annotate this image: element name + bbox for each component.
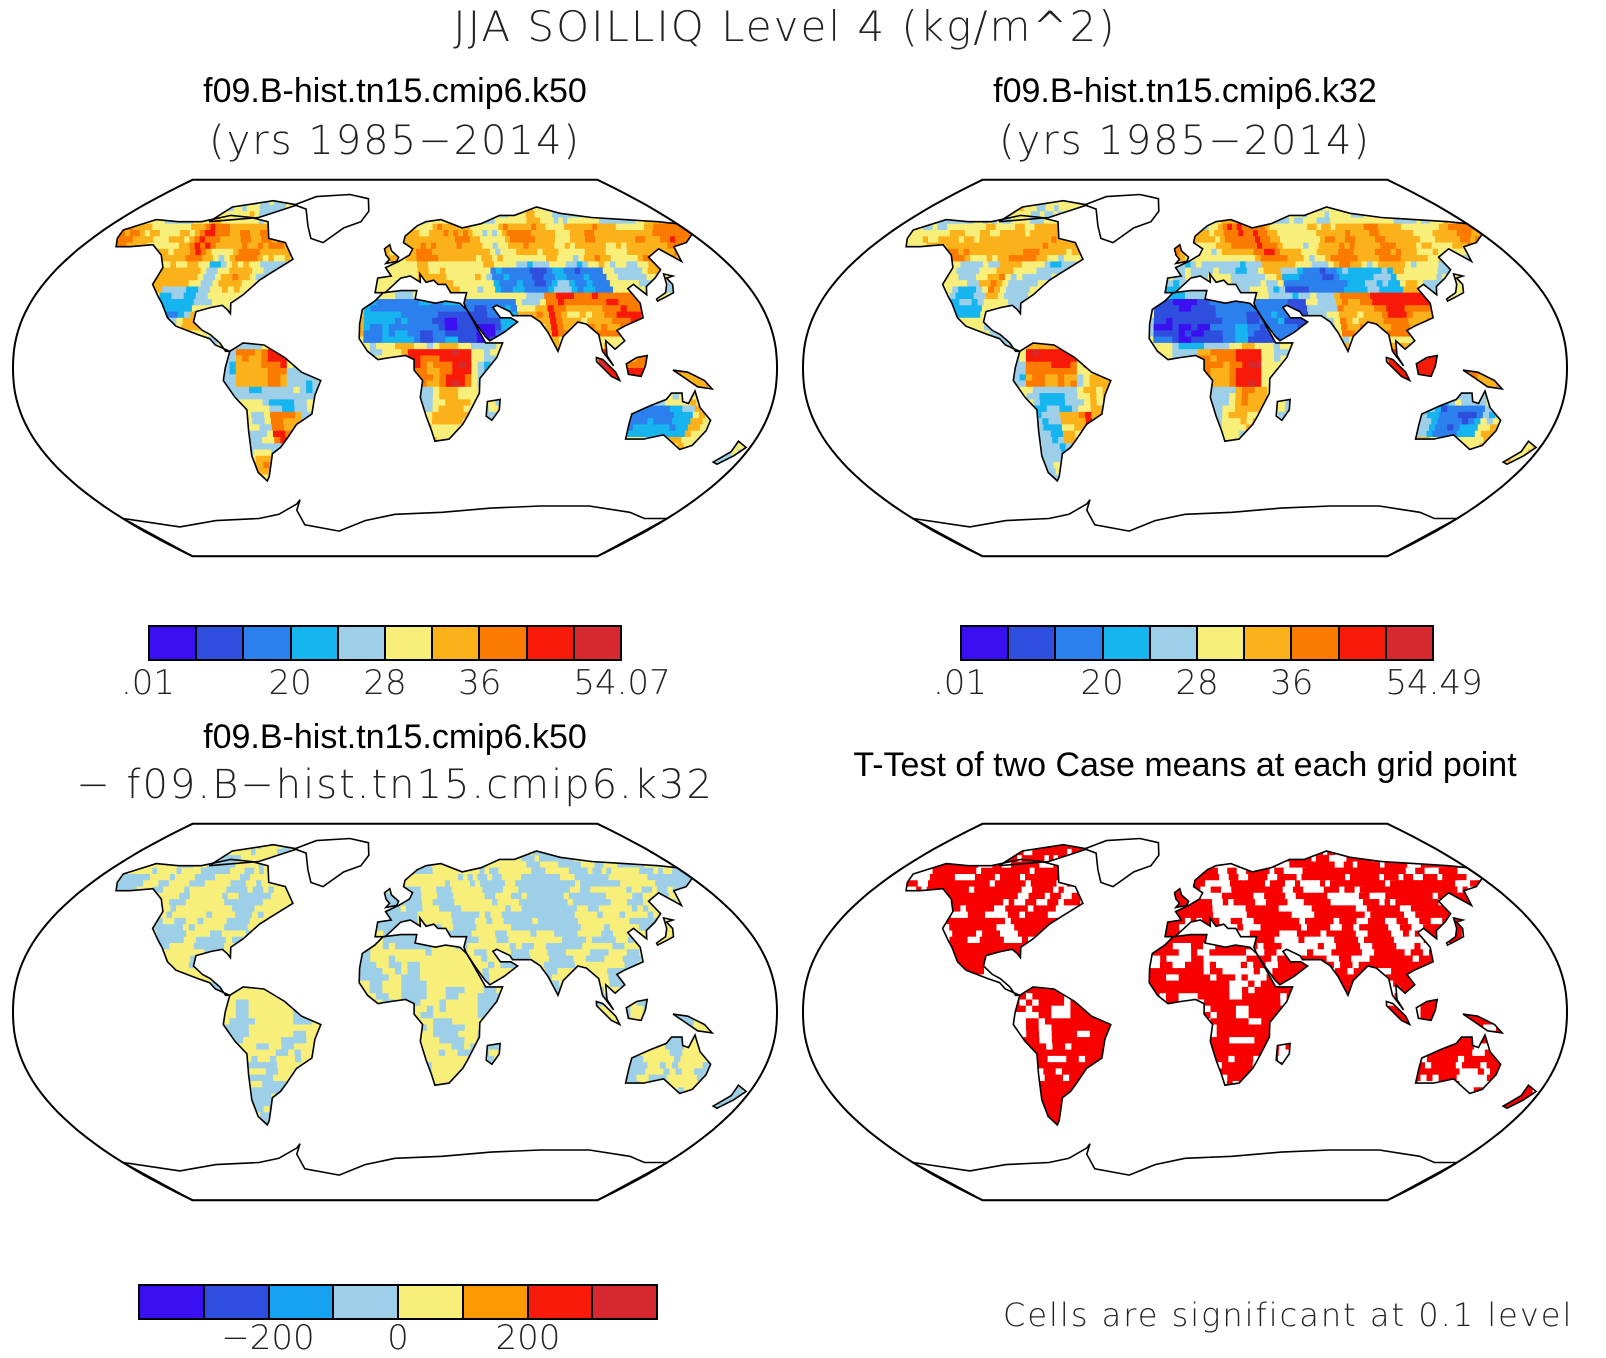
colorbar-swatch: [529, 1286, 594, 1318]
colorbar-tick-label: 20: [1081, 663, 1124, 703]
panel-k32-title: f09.B-hist.tn15.cmip6.k32: [993, 72, 1377, 111]
map-diff: [5, 812, 785, 1212]
colorbar-swatch: [464, 1286, 529, 1318]
colorbar-swatch: [140, 1286, 205, 1318]
colorbar-swatch: [1292, 627, 1339, 659]
colorbar-tick-label: .01: [121, 663, 175, 703]
main-title: JJA SOILLIQ Level 4 (kg/m^2): [453, 2, 1116, 51]
colorbar-tick-label: −200: [221, 1318, 314, 1358]
colorbar-swatch: [1009, 627, 1056, 659]
colorbar-swatch: [334, 1286, 399, 1318]
colorbar-swatch: [339, 627, 386, 659]
colorbar-tick-label: 36: [1270, 663, 1313, 703]
colorbar-tick-label: 28: [363, 663, 406, 703]
colorbar-swatch: [1387, 627, 1432, 659]
colorbar-swatch: [1340, 627, 1387, 659]
map-ttest: [795, 812, 1575, 1212]
panel-diff-subtitle: − f09.B−hist.tn15.cmip6.k32: [76, 762, 714, 808]
panel-k32-subtitle: (yrs 1985−2014): [999, 118, 1371, 164]
colorbar-diff: [138, 1284, 658, 1320]
colorbar-swatch: [575, 627, 620, 659]
colorbar-tick-label: 28: [1175, 663, 1218, 703]
colorbar-swatch: [197, 627, 244, 659]
colorbar-tick-label: 20: [269, 663, 312, 703]
map-k50: [5, 168, 785, 568]
panel-ttest-title: T-Test of two Case means at each grid po…: [853, 746, 1516, 785]
colorbar-swatch: [270, 1286, 335, 1318]
colorbar-swatch: [150, 627, 197, 659]
colorbar-swatch: [292, 627, 339, 659]
colorbar-swatch: [1151, 627, 1198, 659]
colorbar-swatch: [593, 1286, 656, 1318]
map-k32: [795, 168, 1575, 568]
colorbar-swatch: [962, 627, 1009, 659]
colorbar-swatch: [1245, 627, 1292, 659]
colorbar-swatch: [433, 627, 480, 659]
panel-k50-subtitle: (yrs 1985−2014): [209, 118, 581, 164]
colorbar-k32: [960, 625, 1434, 661]
colorbar-tick-label: 0: [387, 1318, 409, 1358]
colorbar-swatch: [528, 627, 575, 659]
colorbar-tick-label: 54.07: [573, 663, 670, 703]
colorbar-swatch: [1104, 627, 1151, 659]
colorbar-tick-label: 200: [496, 1318, 561, 1358]
colorbar-swatch: [1198, 627, 1245, 659]
colorbar-swatch: [480, 627, 527, 659]
colorbar-tick-label: 36: [458, 663, 501, 703]
panel-k50-title: f09.B-hist.tn15.cmip6.k50: [203, 72, 587, 111]
colorbar-swatch: [244, 627, 291, 659]
colorbar-swatch: [1056, 627, 1103, 659]
colorbar-swatch: [399, 1286, 464, 1318]
colorbar-k50: [148, 625, 622, 661]
colorbar-tick-label: .01: [933, 663, 987, 703]
colorbar-swatch: [386, 627, 433, 659]
panel-diff-title: f09.B-hist.tn15.cmip6.k50: [203, 718, 587, 757]
colorbar-swatch: [205, 1286, 270, 1318]
significance-footnote: Cells are significant at 0.1 level: [1003, 1296, 1573, 1334]
colorbar-tick-label: 54.49: [1385, 663, 1482, 703]
